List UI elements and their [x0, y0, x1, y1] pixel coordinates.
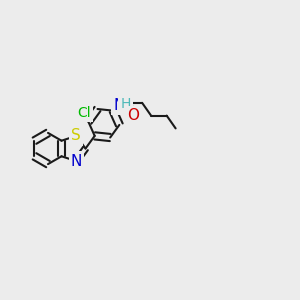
Text: N: N: [113, 98, 125, 113]
Text: O: O: [127, 108, 139, 123]
Text: S: S: [71, 128, 81, 143]
Text: N: N: [71, 154, 82, 169]
Text: H: H: [120, 97, 131, 111]
Text: Cl: Cl: [77, 106, 91, 120]
